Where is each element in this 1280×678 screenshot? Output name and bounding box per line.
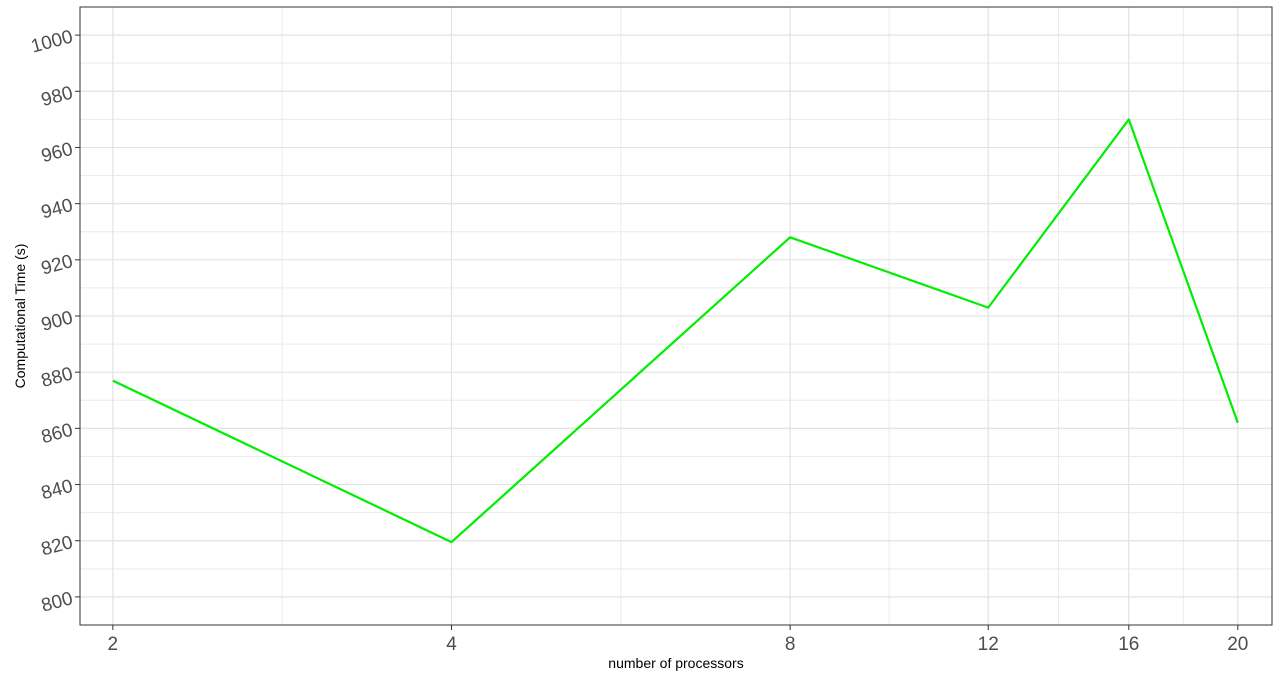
y-tick-label: 800 [39,588,75,616]
y-tick-label: 840 [39,476,75,504]
x-tick-label: 4 [446,634,457,655]
x-tick-label: 16 [1118,634,1139,655]
x-tick-label: 20 [1227,634,1248,655]
y-tick-label: 1000 [29,26,75,57]
y-tick-label: 960 [39,139,75,167]
y-tick-label: 880 [39,363,75,391]
x-tick-label: 8 [785,634,796,655]
y-tick-label: 860 [39,420,75,448]
x-tick-label: 2 [108,634,119,655]
y-tick-label: 940 [39,195,75,223]
minor-gridlines [80,7,1272,625]
series-layer [112,118,1239,544]
major-gridlines [80,7,1272,625]
y-tick-label: 980 [39,83,75,111]
x-axis-title: number of processors [608,655,743,671]
y-tick-label: 920 [39,251,75,279]
series-line-0 [112,118,1239,544]
x-axis-ticks: 2 4 8 12 16 20 [108,625,1248,655]
y-axis-title: Computational Time (s) [12,244,28,389]
y-axis-ticks: 800 820 840 860 880 900 920 940 960 980 1000 [29,26,80,617]
y-tick-label: 820 [39,532,75,560]
x-tick-label: 12 [978,634,999,655]
y-tick-label: 900 [39,307,75,335]
